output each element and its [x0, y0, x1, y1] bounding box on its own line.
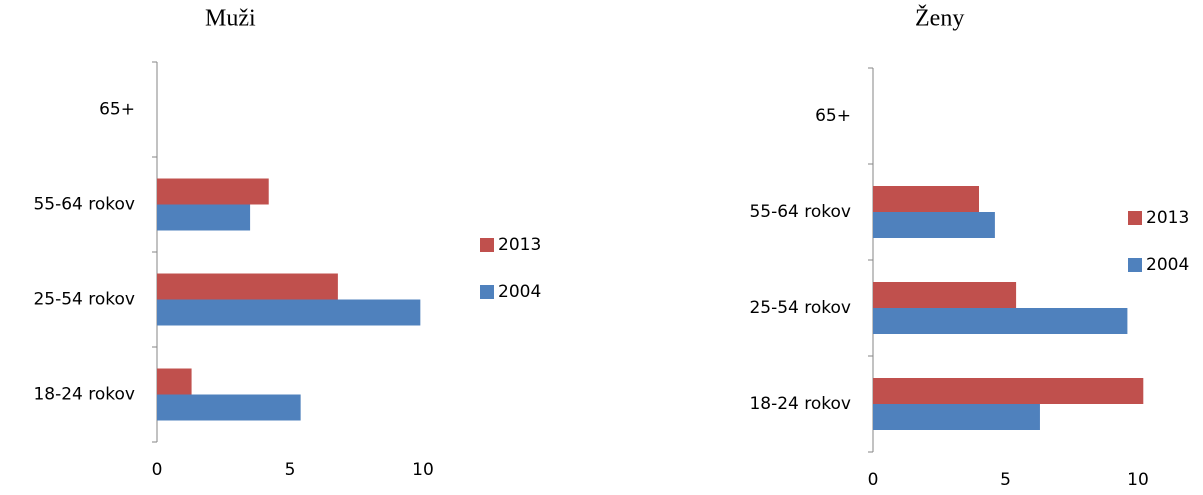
y-tick-label: 25-54 rokov — [749, 298, 851, 318]
bar — [157, 204, 251, 231]
legend-swatch — [1128, 258, 1142, 272]
legend-swatch — [480, 285, 494, 299]
bar — [157, 273, 338, 300]
x-tick-label: 10 — [412, 460, 434, 480]
legend-label: 2004 — [498, 282, 541, 302]
y-tick-label: 55-64 rokov — [33, 195, 135, 215]
bar — [157, 299, 421, 326]
x-tick-label: 0 — [152, 460, 163, 480]
bar — [873, 378, 1144, 404]
x-tick-label: 5 — [285, 460, 296, 480]
bar — [873, 404, 1040, 430]
bar — [873, 212, 995, 238]
chart-title: Muži — [205, 6, 256, 32]
legend-swatch — [1128, 211, 1142, 225]
y-tick-label: 18-24 rokov — [749, 394, 851, 414]
legend-label: 2004 — [1146, 255, 1189, 275]
bar — [157, 394, 301, 421]
y-tick-label: 25-54 rokov — [33, 290, 135, 310]
legend-label: 2013 — [498, 235, 541, 255]
bar — [157, 368, 192, 395]
bar — [873, 282, 1017, 308]
legend-swatch — [480, 238, 494, 252]
bar — [873, 186, 979, 212]
bar — [157, 178, 269, 205]
y-tick-label: 65+ — [99, 100, 135, 120]
chart-title: Ženy — [915, 6, 964, 32]
bar — [873, 308, 1128, 334]
x-tick-label: 5 — [1000, 470, 1011, 490]
y-tick-label: 65+ — [815, 106, 851, 126]
y-tick-label: 18-24 rokov — [33, 385, 135, 405]
y-tick-label: 55-64 rokov — [749, 202, 851, 222]
x-tick-label: 10 — [1127, 470, 1149, 490]
legend-label: 2013 — [1146, 208, 1189, 228]
x-tick-label: 0 — [868, 470, 879, 490]
